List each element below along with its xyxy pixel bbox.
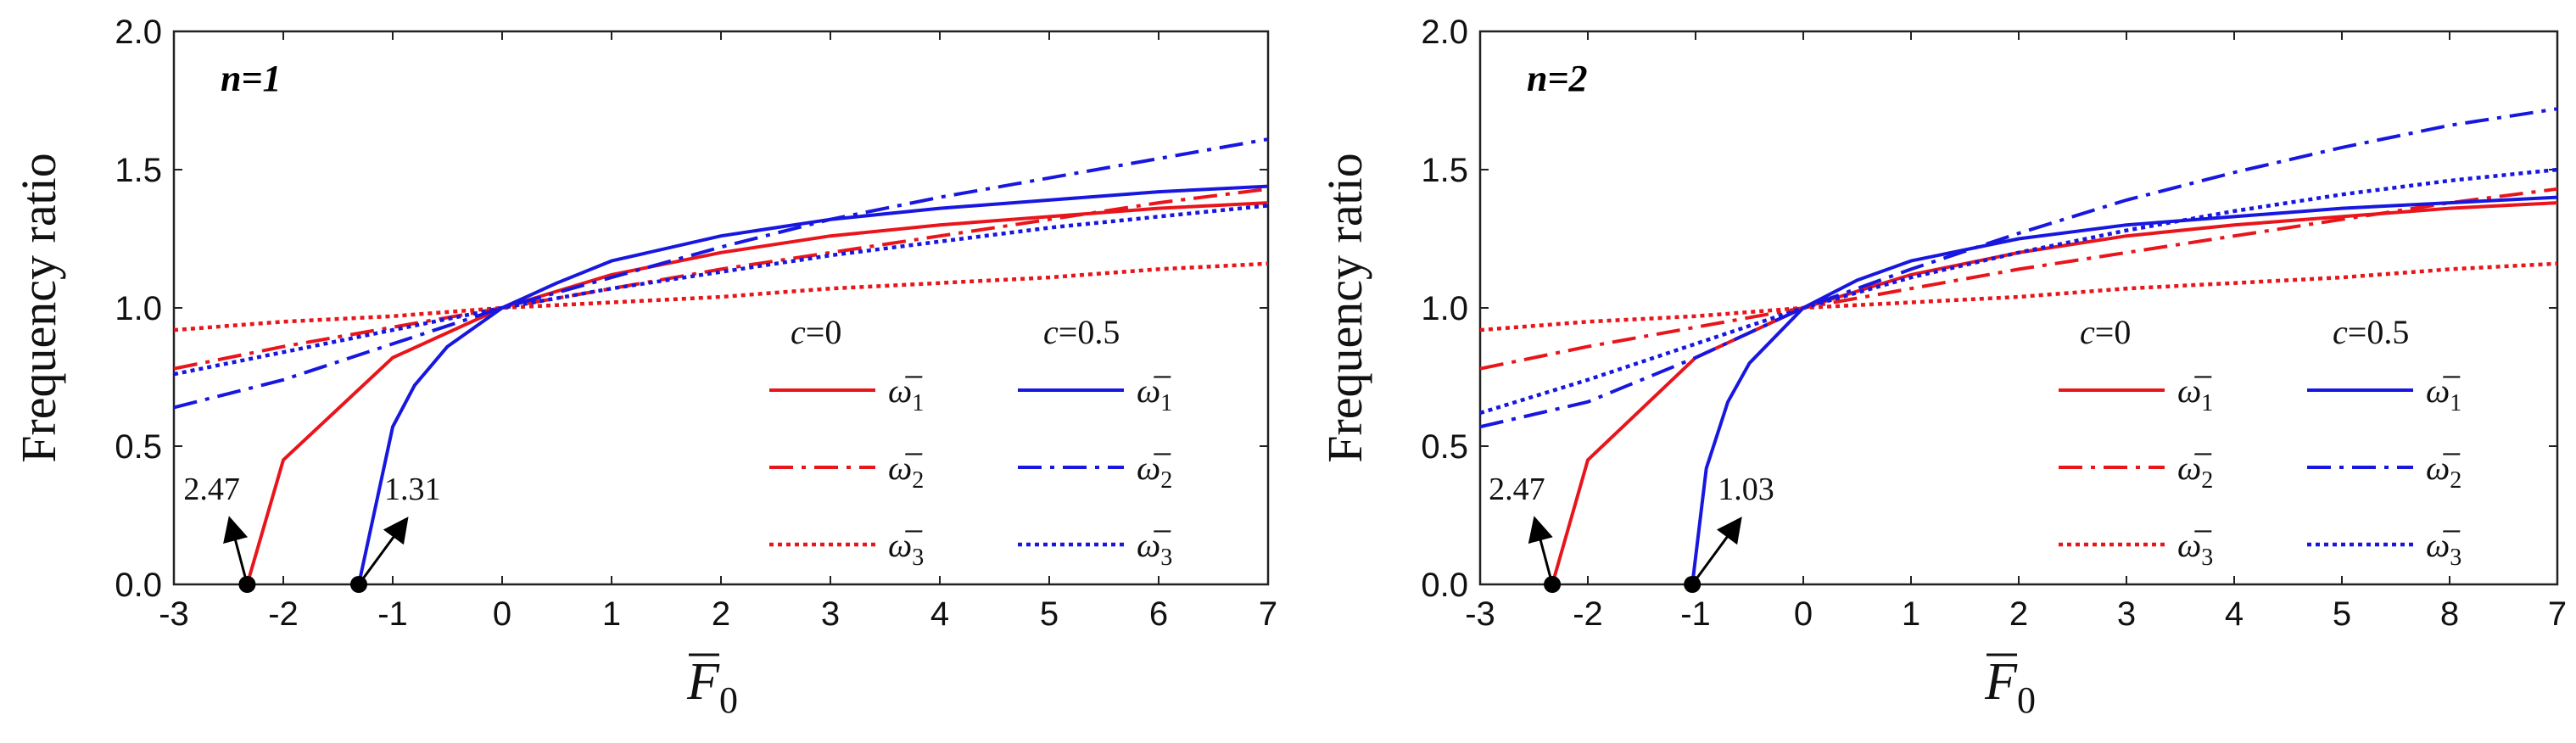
annotation-arrow (1528, 516, 1554, 585)
x-tick-label: 1 (602, 595, 621, 633)
y-tick-label: 1.5 (1421, 152, 1468, 189)
series-line-6 (1479, 167, 2558, 416)
panel-label: n=2 (1527, 58, 1588, 99)
y-tick-label: 1.0 (1421, 290, 1468, 327)
x-tick-label: 3 (2117, 595, 2136, 633)
x-tick-label: 2 (2009, 595, 2028, 633)
annotation-label: 1.03 (1718, 472, 1774, 507)
x-tick-label: 3 (821, 595, 840, 633)
x-tick-label: 0 (493, 595, 511, 633)
series-line-5 (173, 137, 1269, 410)
x-tick-label: 1 (1902, 595, 1920, 633)
legend-entry-label: ω̅1 (1137, 372, 1172, 416)
x-axis-title-sub: 0 (719, 679, 738, 721)
x-tick-label: 7 (2548, 595, 2567, 633)
x-tick-label: 8 (2440, 595, 2459, 633)
x-tick-label: 6 (1149, 595, 1168, 633)
series-line-3 (1479, 261, 2558, 332)
y-tick-label: 0.0 (115, 567, 162, 604)
chart-panel-n2: -3 -2 -1 0 1 2 3 4 5 8 7 0.0 0.5 1.0 1.5 2.0 Frequency r… (1317, 14, 2567, 721)
annotation-label: 2.47 (1489, 472, 1545, 507)
annotation-label: 1.31 (384, 472, 441, 507)
series-line-5 (1479, 107, 2558, 429)
panel-label: n=1 (221, 58, 282, 99)
annotation-label: 2.47 (183, 472, 240, 507)
annotation-point (1684, 576, 1702, 593)
legend-entry-label: ω̅2 (2177, 449, 2213, 494)
x-axis-title-sub: 0 (2017, 679, 2036, 721)
x-tick-label: 0 (1794, 595, 1813, 633)
x-tick-label: -2 (268, 595, 299, 633)
annotation-arrow (357, 517, 409, 585)
y-tick-label: 0.5 (1421, 428, 1468, 466)
plot-frame (172, 30, 1270, 586)
annotation-arrow (223, 516, 249, 585)
y-tick-label: 0.5 (115, 428, 162, 466)
series-line-4 (357, 184, 1269, 585)
chart-panel-n1: -3 -2 -1 0 1 2 3 4 5 6 7 0.0 0.5 1.0 1.5 2.0 Frequency r… (11, 14, 1277, 721)
x-tick-label: -2 (1573, 595, 1603, 633)
x-tick-label: 7 (1259, 595, 1277, 633)
y-axis-title: Frequency ratio (11, 153, 66, 463)
legend-group-title: c=0.5 (1043, 313, 1120, 351)
x-axis-title: F0 (1984, 653, 2036, 721)
series-line-2 (1479, 187, 2558, 371)
x-tick-label: -1 (1680, 595, 1711, 633)
x-tick-label: -1 (377, 595, 408, 633)
legend-group-title: c=0 (791, 313, 841, 351)
x-axis-title-base: F (686, 653, 720, 711)
x-tick-label: 5 (1040, 595, 1059, 633)
series-line-4 (1690, 195, 2558, 585)
annotation-point (238, 576, 256, 593)
x-axis-title: F0 (686, 653, 738, 721)
legend-group-title: c=0 (2080, 313, 2131, 351)
series-line-6 (173, 204, 1269, 377)
x-tick-label: 4 (930, 595, 949, 633)
legend: c=0 c=0.5ω̅1ω̅2ω̅3ω̅1ω̅2ω̅3 (2059, 313, 2461, 571)
series-line-1 (245, 201, 1269, 585)
legend: c=0 c=0.5ω̅1ω̅2ω̅3ω̅1ω̅2ω̅3 (769, 313, 1172, 571)
y-tick-label: 0.0 (1421, 567, 1468, 604)
x-tick-label: 2 (712, 595, 730, 633)
y-tick-label: 1.5 (115, 152, 162, 189)
plot-frame (1478, 30, 2559, 586)
annotation-point (350, 576, 368, 593)
x-tick-label: 5 (2333, 595, 2351, 633)
y-axis-title: Frequency ratio (1317, 153, 1372, 463)
y-tick-label: 2.0 (1421, 14, 1468, 51)
y-tick-label: 1.0 (115, 290, 162, 327)
annotation-point (1544, 576, 1562, 593)
x-tick-label: -3 (1465, 595, 1495, 633)
x-tick-label: 4 (2225, 595, 2244, 633)
x-tick-label: -3 (159, 595, 189, 633)
series-line-2 (173, 187, 1269, 371)
y-tick-label: 2.0 (115, 14, 162, 51)
legend-group-title: c=0.5 (2333, 313, 2409, 351)
annotation-arrow (1690, 517, 1742, 585)
x-axis-title-base: F (1984, 653, 2018, 711)
